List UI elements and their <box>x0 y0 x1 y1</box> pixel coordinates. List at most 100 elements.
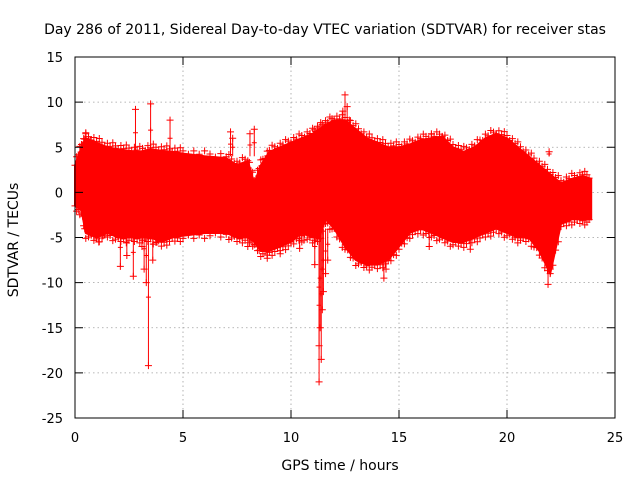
edge-marker <box>481 233 489 241</box>
edge-marker <box>336 235 344 243</box>
edge-marker <box>217 150 225 158</box>
tick-layer: -25 -20 -15 -10 -5 0 5 10 15 0 5 10 15 20 25 <box>42 51 624 446</box>
edge-marker <box>211 229 219 237</box>
edge-marker <box>392 251 400 259</box>
edge-marker <box>284 242 292 250</box>
edge-marker <box>252 240 260 248</box>
edge-marker <box>465 146 473 154</box>
x-tick-label: 10 <box>283 431 300 446</box>
edge-marker <box>498 228 506 236</box>
y-tick-label: 5 <box>55 141 63 156</box>
edge-marker <box>155 146 163 154</box>
edge-marker <box>317 119 325 127</box>
edge-marker <box>468 239 476 247</box>
edge-marker <box>400 240 408 248</box>
edge-marker <box>195 150 203 158</box>
edge-marker <box>473 238 481 246</box>
edge-marker <box>506 230 514 238</box>
edge-marker <box>406 234 414 242</box>
edge-marker <box>446 135 454 143</box>
outlier-stem-point <box>346 135 352 141</box>
edge-marker <box>552 246 560 254</box>
y-tick-label: 15 <box>46 51 63 66</box>
edge-marker <box>249 168 257 176</box>
edge-marker <box>225 150 233 158</box>
outlier-point <box>316 324 324 332</box>
edge-marker <box>471 142 479 150</box>
edge-marker <box>425 228 433 236</box>
edge-marker <box>201 234 209 242</box>
edge-marker <box>184 231 192 239</box>
edge-marker <box>157 242 165 250</box>
outlier-point <box>244 243 252 251</box>
edge-marker <box>312 234 320 241</box>
edge-marker <box>312 127 320 135</box>
outlier-stem-point <box>264 240 270 246</box>
outlier-point <box>546 265 554 273</box>
edge-marker <box>211 153 219 161</box>
outlier-stem-point <box>230 144 236 150</box>
outlier-point <box>250 125 258 133</box>
edge-marker <box>306 129 314 137</box>
outlier-stem-point <box>301 231 307 237</box>
edge-marker <box>250 177 258 185</box>
edge-marker <box>217 233 225 241</box>
outlier-point <box>131 105 139 113</box>
edge-marker <box>190 147 198 155</box>
edge-marker <box>514 138 522 146</box>
edge-marker <box>309 124 317 132</box>
edge-marker <box>384 143 392 151</box>
edge-marker <box>282 246 290 254</box>
edge-marker <box>554 172 562 180</box>
outlier-stem-point <box>251 140 257 146</box>
outlier-point <box>227 128 235 136</box>
edge-marker <box>449 141 457 149</box>
outlier-point <box>544 280 552 288</box>
edge-marker <box>387 257 395 265</box>
outlier-point <box>166 116 174 124</box>
edge-marker <box>120 235 128 243</box>
edge-marker <box>357 258 365 266</box>
edge-marker <box>245 239 253 247</box>
edge-marker <box>201 147 209 155</box>
edge-marker <box>352 120 360 128</box>
edge-marker <box>320 122 328 130</box>
edge-marker <box>318 120 326 128</box>
outlier-stem-point <box>288 147 294 153</box>
outlier-point <box>324 256 332 264</box>
edge-marker <box>77 209 85 217</box>
edge-marker <box>254 166 262 174</box>
outlier-stem-point <box>150 241 156 247</box>
outlier-point <box>317 355 325 363</box>
chart-title: Day 286 of 2011, Sidereal Day-to-day VTE… <box>44 22 606 38</box>
edge-marker <box>355 125 362 133</box>
edge-marker <box>490 228 497 236</box>
edge-marker <box>310 126 318 134</box>
edge-marker <box>585 215 593 223</box>
outlier-stem-point <box>117 244 123 250</box>
y-tick-label: -20 <box>42 367 63 382</box>
y-axis-title: SDTVAR / TECUs <box>6 183 22 298</box>
edge-marker <box>476 234 484 242</box>
outlier-point <box>296 244 304 252</box>
edge-marker <box>128 234 136 241</box>
outlier-point <box>95 238 103 246</box>
edge-marker <box>360 128 368 136</box>
edge-marker <box>535 157 543 165</box>
edge-marker <box>244 157 252 165</box>
edge-marker <box>487 232 495 240</box>
edge-marker <box>562 222 570 230</box>
edge-marker <box>160 146 168 154</box>
edge-marker <box>95 134 103 142</box>
outlier-markers <box>82 91 554 386</box>
edge-marker <box>247 167 255 175</box>
edge-marker <box>73 153 81 161</box>
edge-marker <box>81 135 89 143</box>
outlier-point <box>352 252 360 260</box>
edge-marker <box>527 149 535 157</box>
edge-marker <box>306 234 314 242</box>
edge-marker <box>533 244 541 252</box>
edge-marker <box>79 212 87 220</box>
outlier-stem-point <box>167 135 173 141</box>
edge-marker <box>247 237 255 245</box>
